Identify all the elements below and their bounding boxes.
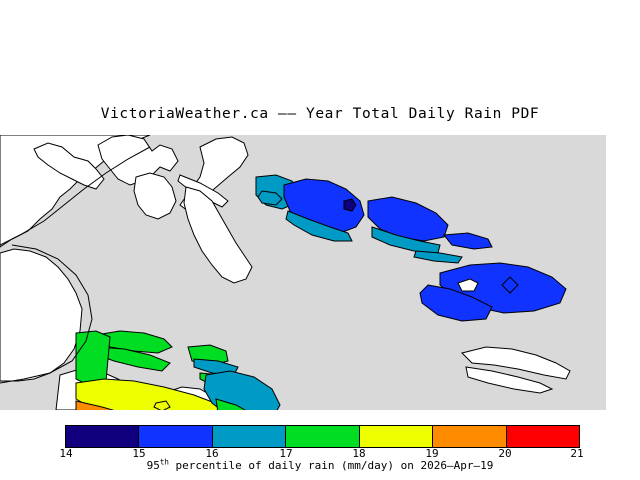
precip-regions-group bbox=[75, 174, 567, 410]
region-gulf-islands-north-core bbox=[343, 198, 357, 212]
colorbar-segment-14-15 bbox=[66, 426, 140, 447]
colorbar-tick-15: 15 bbox=[132, 447, 146, 460]
colorbar-tick-19: 19 bbox=[425, 447, 439, 460]
sliver-island bbox=[177, 174, 229, 208]
colorbar-caption: 95th percentile of daily rain (mm/day) o… bbox=[0, 457, 640, 472]
colorbar-segment-18-19 bbox=[359, 426, 434, 447]
colorbar-tick-14: 14 bbox=[59, 447, 73, 460]
map-canvas bbox=[0, 135, 606, 410]
colorbar-tick-16: 16 bbox=[205, 447, 219, 460]
colorbar-tick-20: 20 bbox=[498, 447, 512, 460]
region-strip-blue-1 bbox=[443, 232, 493, 250]
east-white-wedge-2 bbox=[465, 366, 554, 394]
island-mid-white bbox=[133, 172, 177, 220]
colorbar-segment-20-21 bbox=[506, 426, 579, 447]
east-white-wedge bbox=[461, 346, 571, 380]
map-svg bbox=[0, 135, 606, 410]
northern-island-cluster bbox=[97, 135, 179, 186]
region-southeast-blue bbox=[419, 284, 493, 322]
colorbar-tick-21: 21 bbox=[570, 447, 584, 460]
caption-ordinal-suffix: th bbox=[159, 457, 169, 467]
caption-percentile-number: 95 bbox=[146, 459, 160, 472]
island-nw-tip bbox=[33, 142, 105, 190]
coast-line-nw bbox=[0, 146, 151, 246]
region-yellow-hole bbox=[153, 400, 171, 410]
central-white-land bbox=[183, 186, 253, 284]
colorbar bbox=[65, 425, 580, 448]
region-victoria-orange bbox=[75, 400, 115, 410]
colorbar-tick-18: 18 bbox=[352, 447, 366, 460]
region-gulf-teal-under bbox=[285, 210, 353, 242]
colorbar-segment-16-17 bbox=[212, 426, 287, 447]
region-lopez-green bbox=[215, 398, 247, 410]
colorbar-tick-labels: 14 15 16 17 18 19 20 21 bbox=[0, 447, 640, 461]
region-islet-teal-1 bbox=[257, 190, 283, 206]
colorbar-segment-17-18 bbox=[286, 426, 360, 447]
southwest-white-land bbox=[0, 248, 83, 382]
caption-rest-text: percentile of daily rain (mm/day) on 202… bbox=[168, 459, 494, 472]
page-title: VictoriaWeather.ca —— Year Total Daily R… bbox=[100, 106, 540, 122]
region-diamond-marker bbox=[501, 276, 519, 294]
colorbar-tick-17: 17 bbox=[279, 447, 293, 460]
region-strip-teal-1 bbox=[413, 250, 463, 264]
colorbar-segment-19-20 bbox=[433, 426, 507, 447]
colorbar-segment-15-16 bbox=[139, 426, 213, 447]
coastline-overlay bbox=[0, 146, 151, 384]
region-east-blue-1 bbox=[367, 196, 449, 242]
region-lopez-teal bbox=[203, 370, 281, 410]
coast-line-south bbox=[0, 244, 93, 384]
region-green-west-edge bbox=[75, 330, 111, 386]
region-east-blue-notch bbox=[457, 278, 479, 292]
